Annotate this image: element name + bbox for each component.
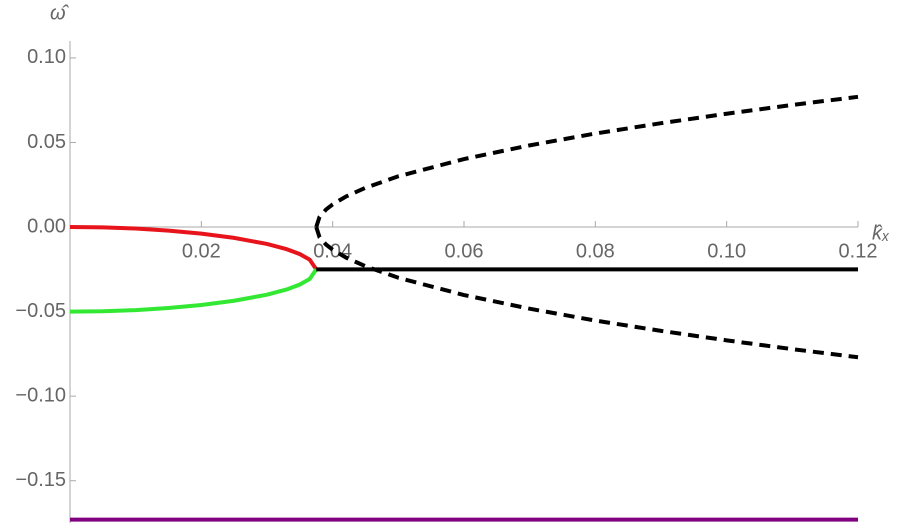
series-line — [314, 226, 859, 360]
y-tick-label: −0.15 — [15, 469, 66, 491]
y-axis-label: ω̂ — [50, 2, 70, 24]
x-tick-label: 0.06 — [445, 240, 484, 262]
y-tick-label: 0.00 — [27, 215, 66, 237]
y-tick-label: 0.10 — [27, 46, 66, 68]
series-line — [69, 268, 318, 314]
series-line — [69, 225, 318, 271]
x-tick-label: 0.12 — [839, 240, 878, 262]
series-line — [314, 94, 859, 228]
x-axis-label: k̂ₓ — [872, 222, 890, 244]
y-tick-label: −0.05 — [15, 300, 66, 322]
x-tick-label: 0.02 — [182, 240, 221, 262]
y-tick-label: −0.10 — [15, 384, 66, 406]
x-tick-label: 0.10 — [707, 240, 746, 262]
x-tick-label: 0.08 — [576, 240, 615, 262]
y-tick-label: 0.05 — [27, 131, 66, 153]
